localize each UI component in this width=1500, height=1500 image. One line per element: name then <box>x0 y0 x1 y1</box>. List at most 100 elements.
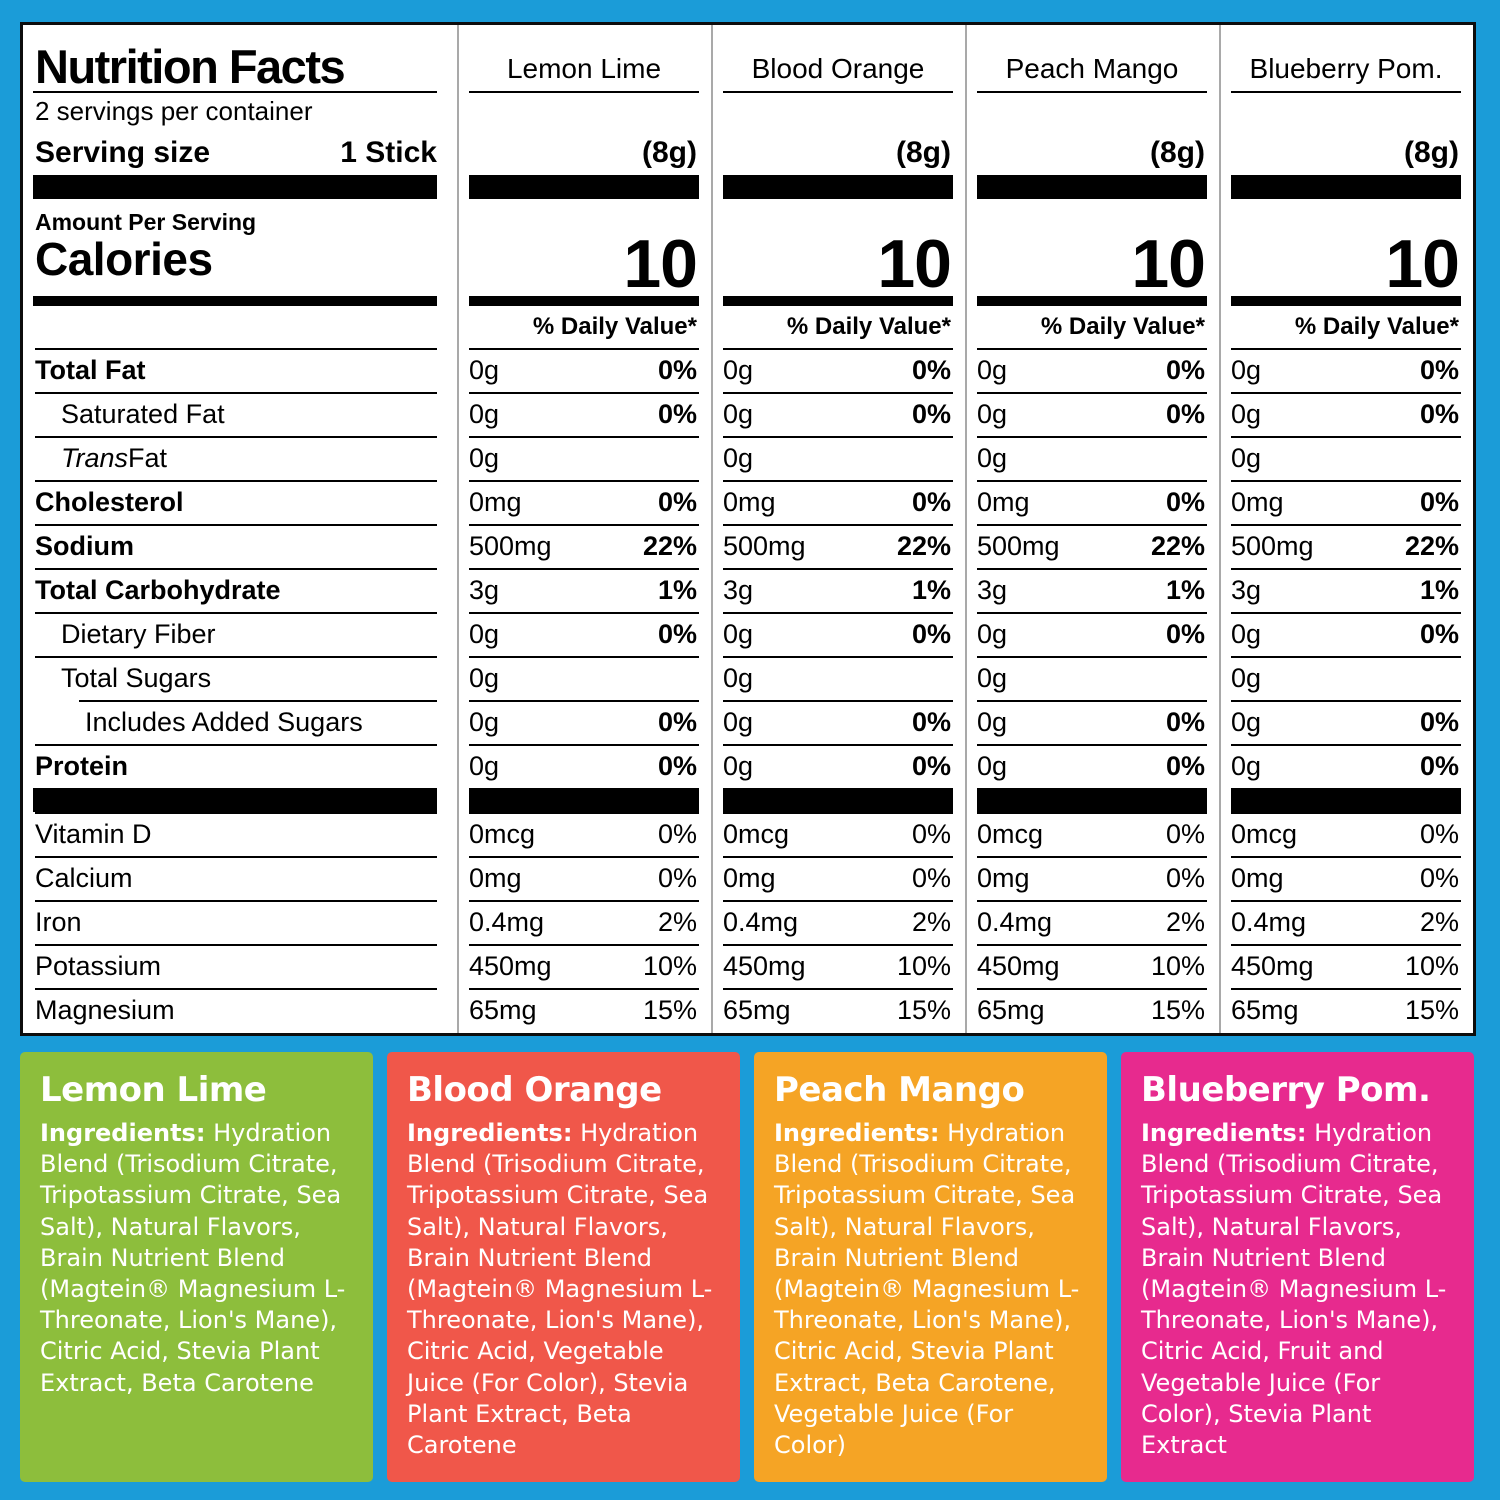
nutrient-value-cholesterol: 0mg 0% <box>459 480 711 524</box>
nutrient-label-includes-added-sugars: Includes Added Sugars <box>23 700 457 744</box>
daily-value: 0% <box>911 618 951 649</box>
vitamin-value-rows: 0mcg 0% 0mg 0% 0.4mg 2% 450mg 10% 65mg 15% <box>1221 812 1473 1032</box>
amount: 0g <box>977 618 1008 649</box>
daily-value: 0% <box>1165 354 1205 385</box>
ingredient-panel-peach-mango: Peach Mango Ingredients: Hydration Blend… <box>754 1052 1107 1482</box>
amount: 0g <box>1231 706 1262 737</box>
calories-value: 10 <box>877 226 952 303</box>
nutrient-label-calcium: Calcium <box>23 856 457 900</box>
vitamin-value-rows: 0mcg 0% 0mg 0% 0.4mg 2% 450mg 10% 65mg 15% <box>713 812 965 1032</box>
calories-label: Calories <box>35 233 213 285</box>
nutrient-value-cholesterol: 0mg 0% <box>967 480 1219 524</box>
flavor-column-peach-mango: Peach Mango (8g) 10 % Daily Value* 0g 0% 0… <box>965 25 1219 1033</box>
daily-value: 0% <box>657 818 697 849</box>
daily-value: 10% <box>642 950 697 981</box>
section-bar <box>469 175 699 199</box>
vitamin-value-rows: 0mcg 0% 0mg 0% 0.4mg 2% 450mg 10% 65mg 15% <box>967 812 1219 1032</box>
nutrient-value-total-fat: 0g 0% <box>1221 348 1473 392</box>
amount: 0g <box>1231 618 1262 649</box>
nutrient-value-calcium: 0mg 0% <box>967 856 1219 900</box>
nutrient-value-total-sugars: 0g <box>1221 656 1473 700</box>
nutrient-label-cholesterol: Cholesterol <box>23 480 457 524</box>
servings-per-container: 2 servings per container <box>35 96 313 126</box>
amount: 450mg <box>1231 950 1314 981</box>
daily-value: 15% <box>642 994 697 1025</box>
daily-value: 0% <box>911 398 951 429</box>
nutrient-value-potassium: 450mg 10% <box>1221 944 1473 988</box>
ingredients-text: Hydration Blend (Trisodium Citrate, Trip… <box>1141 1119 1447 1459</box>
nutrient-value-vitamin-d: 0mcg 0% <box>967 812 1219 856</box>
nutrient-value-sodium: 500mg 22% <box>713 524 965 568</box>
nutrient-value-trans-fat: 0g <box>459 436 711 480</box>
nutrient-value-iron: 0.4mg 2% <box>459 900 711 944</box>
panel-title: Peach Mango <box>774 1070 1025 1110</box>
nutrient-value-trans-fat: 0g <box>1221 436 1473 480</box>
amount: 65mg <box>1231 994 1299 1025</box>
nutrient-value-cholesterol: 0mg 0% <box>1221 480 1473 524</box>
amount: 500mg <box>469 530 552 561</box>
daily-value: 1% <box>1419 574 1459 605</box>
calories-bar <box>1231 296 1461 306</box>
daily-value: 0% <box>1419 750 1459 781</box>
nutrition-header: Nutrition Facts 2 servings per container… <box>23 25 457 175</box>
amount: 0g <box>1231 442 1262 473</box>
nutrient-value-magnesium: 65mg 15% <box>459 988 711 1032</box>
section-bar <box>1231 175 1461 199</box>
daily-value: 0% <box>911 750 951 781</box>
daily-value: 0% <box>1165 750 1205 781</box>
daily-value: 0% <box>657 706 697 737</box>
header-rule <box>33 91 437 93</box>
amount: 0g <box>723 398 754 429</box>
nutrient-label-protein: Protein <box>23 744 457 788</box>
nutrient-value-dietary-fiber: 0g 0% <box>1221 612 1473 656</box>
nutrient-value-protein: 0g 0% <box>713 744 965 788</box>
daily-value: 0% <box>911 818 951 849</box>
daily-value-header: % Daily Value* <box>532 313 697 340</box>
nutrient-label-trans-fat: Trans Fat <box>23 436 457 480</box>
nutrient-value-protein: 0g 0% <box>1221 744 1473 788</box>
ingredients-label: Ingredients: <box>774 1119 940 1147</box>
nutrient-value-magnesium: 65mg 15% <box>1221 988 1473 1032</box>
amount: 0g <box>1231 398 1262 429</box>
daily-value: 0% <box>657 354 697 385</box>
daily-value: 0% <box>1419 486 1459 517</box>
amount: 65mg <box>469 994 537 1025</box>
nutrient-value-saturated-fat: 0g 0% <box>713 392 965 436</box>
vitamin-label-rows: Vitamin D Calcium Iron Potassium Magnesium <box>23 812 457 1032</box>
amount: 0mg <box>469 862 522 893</box>
nutrient-value-rows: 0g 0% 0g 0% 0g 0mg 0% 500mg 22% 3g 1% 0g 0% 0g 0g 0% 0g 0… <box>1221 348 1473 788</box>
calories-value: 10 <box>1385 226 1460 303</box>
nutrient-value-sodium: 500mg 22% <box>1221 524 1473 568</box>
daily-value: 10% <box>1150 950 1205 981</box>
daily-value: 2% <box>657 906 697 937</box>
amount: 0g <box>469 750 500 781</box>
amount: 0mg <box>723 486 776 517</box>
amount: 3g <box>977 574 1008 605</box>
nutrient-value-total-carbohydrate: 3g 1% <box>1221 568 1473 612</box>
panel-title: Blueberry Pom. <box>1141 1070 1431 1110</box>
daily-value: 0% <box>1419 862 1459 893</box>
nutrient-label-total-carbohydrate: Total Carbohydrate <box>23 568 457 612</box>
amount: 450mg <box>977 950 1060 981</box>
nutrient-value-protein: 0g 0% <box>967 744 1219 788</box>
section-bar <box>723 175 953 199</box>
nutrient-value-cholesterol: 0mg 0% <box>713 480 965 524</box>
amount: 0g <box>1231 662 1262 693</box>
daily-value-header-spacer <box>23 306 457 348</box>
ingredients-text: Hydration Blend (Trisodium Citrate, Trip… <box>774 1119 1080 1459</box>
amount: 0.4mg <box>469 906 545 937</box>
daily-value: 2% <box>1419 906 1459 937</box>
daily-value: 0% <box>1419 818 1459 849</box>
nutrient-value-total-carbohydrate: 3g 1% <box>459 568 711 612</box>
nutrient-value-sodium: 500mg 22% <box>967 524 1219 568</box>
nutrition-facts-title: Nutrition Facts <box>35 39 346 93</box>
serving-size-row: Serving size 1 Stick <box>35 136 437 170</box>
nutrient-value-rows: 0g 0% 0g 0% 0g 0mg 0% 500mg 22% 3g 1% 0g 0% 0g 0g 0% 0g 0… <box>967 348 1219 788</box>
serving-size-label: Serving size <box>35 136 211 169</box>
nutrient-value-saturated-fat: 0g 0% <box>967 392 1219 436</box>
amount: 0mcg <box>1231 818 1298 849</box>
amount: 0.4mg <box>1231 906 1307 937</box>
daily-value: 0% <box>1165 706 1205 737</box>
section-bar <box>977 175 1207 199</box>
amount: 0g <box>469 706 500 737</box>
